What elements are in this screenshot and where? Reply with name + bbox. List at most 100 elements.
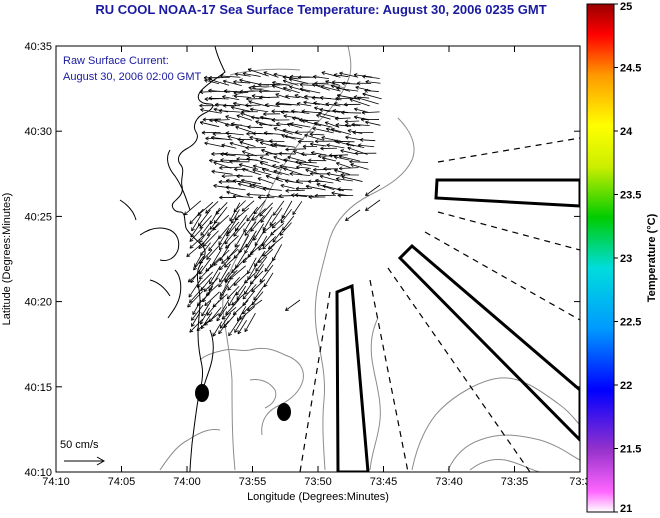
current-arrow-icon <box>201 130 221 135</box>
current-arrow-icon <box>271 118 290 123</box>
current-arrow-icon <box>253 284 265 301</box>
current-arrow-icon <box>340 149 356 155</box>
current-arrow-icon <box>233 101 252 107</box>
current-arrow-icon <box>357 96 379 105</box>
current-arrow-icon <box>241 167 261 176</box>
current-arrow-icon <box>321 71 341 78</box>
current-arrow-icon <box>259 122 281 127</box>
current-arrow-icon <box>310 150 327 156</box>
current-arrow-icon <box>317 154 338 159</box>
current-arrow-icon <box>259 156 280 164</box>
current-arrow-icon <box>249 135 264 141</box>
current-arrow-icon <box>341 110 362 115</box>
current-arrow-icon <box>273 200 285 216</box>
current-arrow-icon <box>245 103 261 108</box>
current-arrow-icon <box>319 174 341 182</box>
current-arrow-icon <box>183 200 202 216</box>
current-arrow-icon <box>190 221 202 238</box>
current-arrow-icon <box>241 200 255 212</box>
current-arrow-icon <box>219 195 236 200</box>
current-arrow-icon <box>189 208 204 225</box>
current-arrow-icon <box>273 127 293 135</box>
current-arrow-icon <box>353 95 370 100</box>
current-arrow-icon <box>312 83 330 91</box>
current-arrow-icon <box>209 118 230 123</box>
colorbar-tick-label: 25 <box>620 1 632 13</box>
current-arrow-icon <box>226 221 240 237</box>
current-arrow-icon <box>280 183 295 189</box>
colorbar-tick-label: 22.5 <box>620 317 641 329</box>
current-arrow-icon <box>365 79 381 84</box>
current-arrow-icon <box>269 139 285 144</box>
current-arrow-icon <box>240 178 262 185</box>
current-arrow-icon <box>252 131 273 136</box>
current-arrow-icon <box>312 126 334 134</box>
current-arrow-icon <box>261 167 282 175</box>
current-arrow-icon <box>331 80 351 85</box>
current-arrow-icon <box>221 174 243 179</box>
colorbar <box>586 3 615 513</box>
current-arrow-icon <box>233 90 249 95</box>
current-arrow-icon <box>236 114 252 121</box>
current-arrow-icon <box>314 139 335 144</box>
current-arrow-icon <box>209 265 221 285</box>
current-arrow-icon <box>237 319 247 335</box>
x-tick-label: 74:00 <box>173 476 201 488</box>
current-arrow-icon <box>216 306 228 322</box>
current-arrow-icon <box>198 265 213 280</box>
current-arrow-icon <box>196 319 211 331</box>
current-arrow-icon <box>297 139 314 144</box>
current-arrow-icon <box>285 147 307 152</box>
current-arrow-icon <box>287 155 307 163</box>
current-arrow-icon <box>247 299 263 311</box>
current-arrow-icon <box>336 93 359 100</box>
current-arrow-icon <box>222 103 241 108</box>
current-arrow-icon <box>237 137 253 142</box>
current-arrow-icon <box>288 77 309 84</box>
current-arrow-icon <box>229 141 247 148</box>
current-arrow-icon <box>292 201 303 216</box>
current-arrow-icon <box>273 169 290 176</box>
current-arrow-icon <box>313 121 333 128</box>
current-arrow-icon <box>271 109 289 114</box>
current-arrow-icon <box>220 158 238 163</box>
current-arrow-icon <box>319 107 341 113</box>
current-arrow-icon <box>250 215 265 232</box>
current-vectors <box>183 68 382 337</box>
current-arrow-icon <box>333 155 350 161</box>
colorbar-tick-label: 21.5 <box>620 444 641 456</box>
current-arrow-icon <box>242 284 257 300</box>
current-arrow-icon <box>199 120 220 128</box>
current-arrow-icon <box>283 86 300 94</box>
current-arrow-icon <box>238 163 259 170</box>
current-arrow-icon <box>258 89 281 94</box>
y-tick-label: 40:35 <box>24 41 52 53</box>
current-arrow-icon <box>325 102 341 107</box>
current-arrow-icon <box>257 195 275 200</box>
current-arrow-icon <box>242 71 261 77</box>
current-arrow-icon <box>239 89 259 94</box>
current-arrow-icon <box>284 179 304 184</box>
current-arrow-icon <box>330 127 351 135</box>
current-arrow-icon <box>204 291 220 306</box>
current-arrow-icon <box>218 179 235 184</box>
current-arrow-icon <box>207 77 230 86</box>
y-tick-label: 40:25 <box>24 211 52 223</box>
current-arrow-icon <box>247 125 263 130</box>
current-arrow-icon <box>220 152 236 157</box>
current-arrow-icon <box>252 164 269 171</box>
current-arrow-icon <box>339 71 359 78</box>
current-arrow-icon <box>218 108 241 113</box>
current-arrow-icon <box>234 72 251 77</box>
current-arrow-icon <box>314 193 336 198</box>
current-arrow-icon <box>209 214 222 230</box>
current-arrow-icon <box>188 286 205 304</box>
current-arrow-icon <box>335 161 351 169</box>
current-arrow-icon <box>202 230 219 247</box>
current-arrow-icon <box>272 80 290 87</box>
current-arrow-icon <box>187 271 201 283</box>
current-arrow-icon <box>255 256 268 272</box>
current-arrow-icon <box>365 184 381 196</box>
current-arrow-icon <box>323 166 339 171</box>
